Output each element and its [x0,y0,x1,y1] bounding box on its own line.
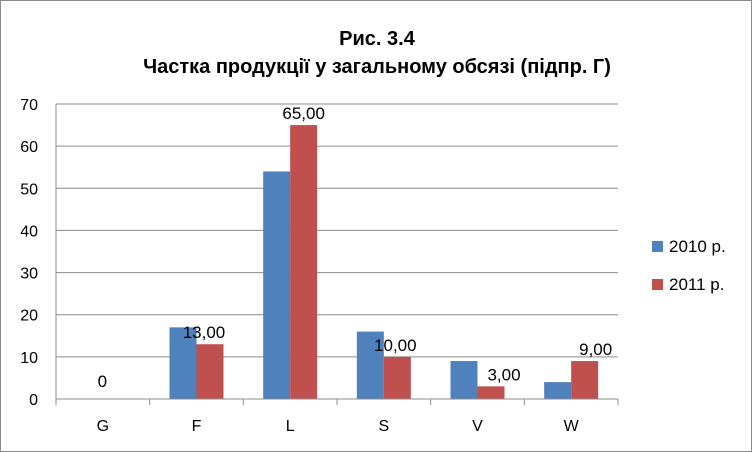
legend: 2010 р. 2011 р. [652,237,726,294]
x-tick-label: S [378,418,389,435]
data-label-F: 13,00 [183,323,226,342]
y-tick-label: 20 [20,308,38,325]
bar-S-series-2 [383,356,411,399]
bar-L-series-1 [263,171,291,399]
chart-title: Рис. 3.4 [339,28,416,50]
x-tick-label: L [286,418,295,435]
data-label-L: 65,00 [282,104,325,123]
y-tick-label: 50 [20,181,38,198]
y-tick-label: 40 [20,223,38,240]
x-tick-label: G [97,418,109,435]
x-tick-label: V [472,418,483,435]
data-label-G: 0 [98,372,107,391]
legend-swatch-2 [652,279,663,290]
y-tick-label: 60 [20,139,38,156]
bar-S-series-1 [356,331,384,399]
bar-L-series-2 [290,125,318,400]
legend-entry-2: 2011 р. [669,275,724,294]
data-label-W: 9,00 [579,340,612,359]
bar-W-series-2 [571,361,599,399]
legend-swatch-1 [652,241,663,252]
data-labels: 0 13,00 65,00 10,00 3,00 9,00 [98,104,613,391]
y-tick-label: 10 [20,350,38,367]
y-tick-label: 0 [29,392,38,409]
x-tick-label: F [192,418,202,435]
bars [169,125,599,400]
y-tick-label: 30 [20,266,38,283]
data-label-V: 3,00 [487,365,520,384]
bar-W-series-1 [544,382,572,399]
y-tick-label: 70 [20,97,38,114]
gridlines [56,103,618,358]
bar-V-series-1 [450,361,478,399]
chart-subtitle: Частка продукції у загальному обсязі (пі… [143,56,611,78]
bar-F-series-2 [196,344,224,399]
x-tick-label: W [564,418,580,435]
bar-V-series-2 [477,386,505,399]
legend-entry-1: 2010 р. [669,237,726,256]
data-label-S: 10,00 [374,336,417,355]
bar-F-series-1 [169,327,197,399]
axes: 0 10 20 30 40 50 60 70 G F L S V W [20,97,619,435]
